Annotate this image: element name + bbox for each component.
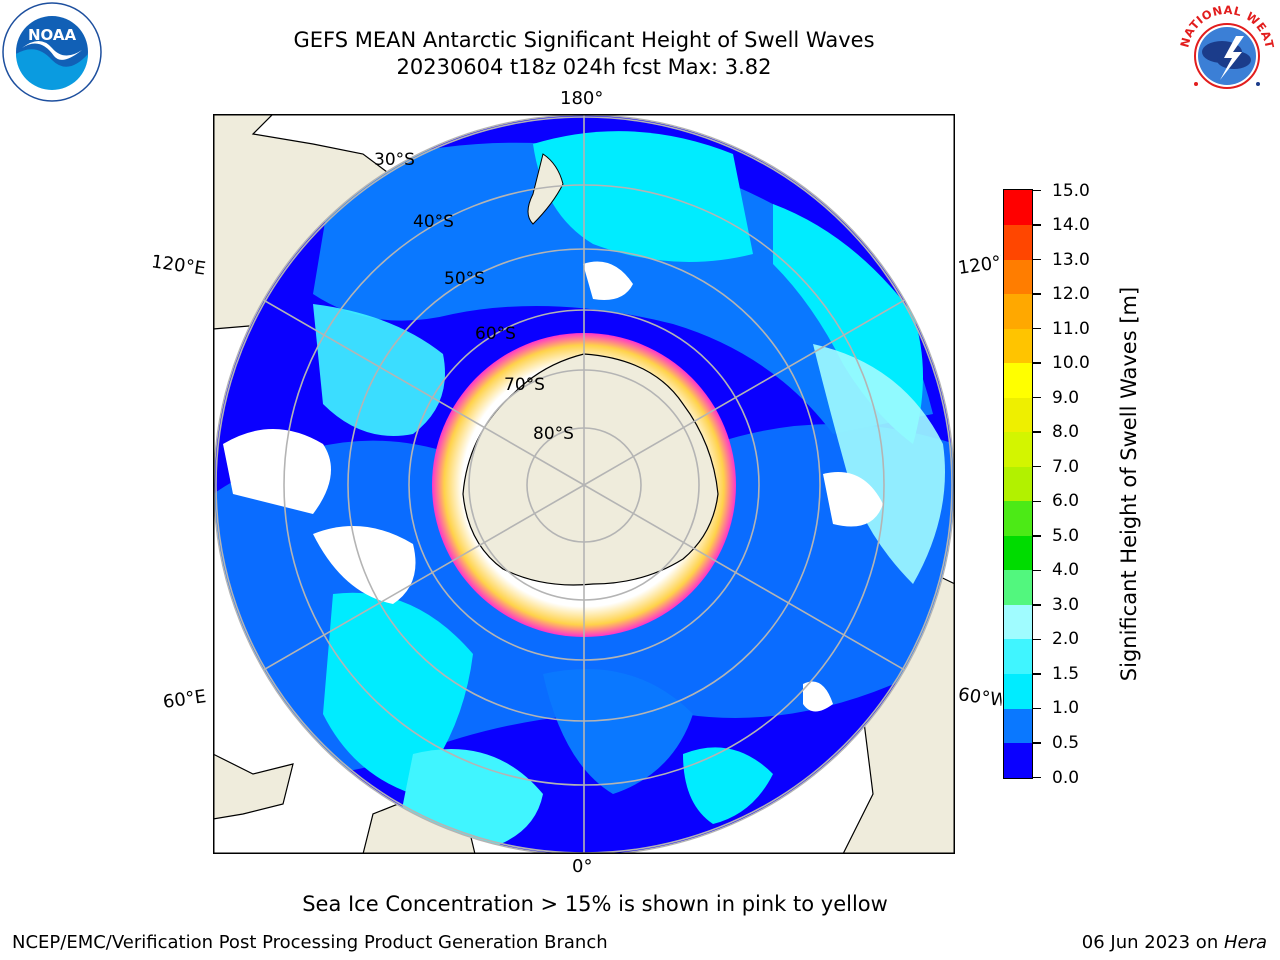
colorbar-segment: [1004, 293, 1032, 329]
colorbar-tick: [1033, 327, 1041, 330]
colorbar-segment: [1004, 362, 1032, 398]
lon-label-120e: 120°E: [149, 251, 207, 280]
colorbar-tick: [1033, 535, 1041, 537]
colorbar-tick-label: 0.5: [1052, 732, 1080, 753]
colorbar-tick-label: 13.0: [1052, 249, 1090, 270]
colorbar-tick: [1033, 189, 1041, 192]
colorbar-tick: [1033, 500, 1041, 502]
sea-ice-note: Sea Ice Concentration > 15% is shown in …: [302, 892, 888, 916]
colorbar-tick-label: 11.0: [1052, 318, 1090, 339]
colorbar-tick-label: 7.0: [1052, 456, 1080, 477]
colorbar-tick-label: 1.5: [1052, 663, 1080, 684]
lat-label-80s: 80°S: [533, 424, 574, 444]
lat-label-70s: 70°S: [504, 375, 545, 395]
lat-label-30s: 30°S: [374, 150, 415, 170]
colorbar-tick: [1033, 293, 1041, 295]
colorbar-title: Significant Height of Swell Waves [m]: [1117, 286, 1141, 682]
colorbar-tick: [1033, 742, 1041, 744]
colorbar-tick-label: 6.0: [1052, 491, 1080, 512]
lat-label-50s: 50°S: [444, 269, 485, 289]
colorbar-segment: [1004, 224, 1032, 260]
colorbar: [1003, 189, 1033, 779]
polar-map: 30°S 40°S 50°S 60°S 70°S 80°S: [213, 114, 955, 854]
colorbar-tick-label: 8.0: [1052, 422, 1080, 443]
colorbar-tick: [1033, 465, 1041, 468]
lat-label-60s: 60°S: [475, 324, 516, 344]
colorbar-tick: [1033, 258, 1041, 261]
colorbar-segment: [1004, 466, 1032, 502]
noaa-logo: NOAA: [2, 2, 102, 102]
lon-label-60w: 60°W: [956, 685, 1004, 711]
colorbar-segment: [1004, 535, 1032, 571]
colorbar-tick: [1033, 224, 1041, 226]
chart-subtitle-run: 20230604 t18z 024h fcst Max: 3.82: [396, 55, 772, 79]
lon-label-180: 180°: [560, 88, 604, 109]
colorbar-segment: [1004, 673, 1032, 709]
noaa-logo-text: NOAA: [28, 26, 77, 44]
colorbar-tick: [1033, 396, 1041, 399]
lon-label-0: 0°: [572, 856, 593, 877]
chart-title: GEFS MEAN Antarctic Significant Height o…: [293, 28, 875, 52]
lon-label-60e: 60°E: [161, 686, 208, 713]
colorbar-tick: [1033, 638, 1041, 641]
colorbar-segment: [1004, 638, 1032, 674]
colorbar-tick-label: 5.0: [1052, 525, 1080, 546]
colorbar-tick: [1033, 569, 1041, 572]
nws-logo: NATIONAL WEATHER SERVICE: [1171, 0, 1278, 104]
colorbar-tick: [1033, 673, 1041, 675]
generation-date: 06 Jun 2023 on Hera: [1081, 932, 1267, 953]
africa-land-west: [213, 753, 294, 820]
colorbar-segment: [1004, 397, 1032, 433]
colorbar-tick-label: 1.0: [1052, 698, 1080, 719]
colorbar-tick-label: 4.0: [1052, 560, 1080, 581]
colorbar-segment: [1004, 500, 1032, 536]
colorbar-segment: [1004, 604, 1032, 640]
colorbar-segment: [1004, 190, 1032, 226]
colorbar-tick: [1033, 707, 1041, 710]
colorbar-tick-label: 3.0: [1052, 594, 1080, 615]
lon-label-120w: 120°W: [956, 253, 1004, 279]
colorbar-tick-label: 12.0: [1052, 284, 1090, 305]
colorbar-tick-label: 14.0: [1052, 215, 1090, 236]
colorbar-tick: [1033, 362, 1041, 364]
colorbar-tick-label: 2.0: [1052, 629, 1080, 650]
colorbar-segment: [1004, 431, 1032, 467]
lat-label-40s: 40°S: [413, 212, 454, 232]
colorbar-tick-label: 9.0: [1052, 387, 1080, 408]
colorbar-segment: [1004, 328, 1032, 364]
colorbar-segment: [1004, 707, 1032, 744]
colorbar-tick-label: 10.0: [1052, 353, 1090, 374]
colorbar-tick: [1033, 431, 1041, 433]
colorbar-tick-label: 15.0: [1052, 180, 1090, 201]
colorbar-segment: [1004, 569, 1032, 605]
producer-credit: NCEP/EMC/Verification Post Processing Pr…: [12, 932, 608, 953]
colorbar-tick: [1033, 604, 1041, 606]
colorbar-tick: [1033, 776, 1041, 779]
colorbar-segment: [1004, 742, 1032, 778]
host-name: Hera: [1223, 932, 1267, 953]
colorbar-tick-label: 0.0: [1052, 767, 1080, 788]
colorbar-segment: [1004, 259, 1032, 295]
